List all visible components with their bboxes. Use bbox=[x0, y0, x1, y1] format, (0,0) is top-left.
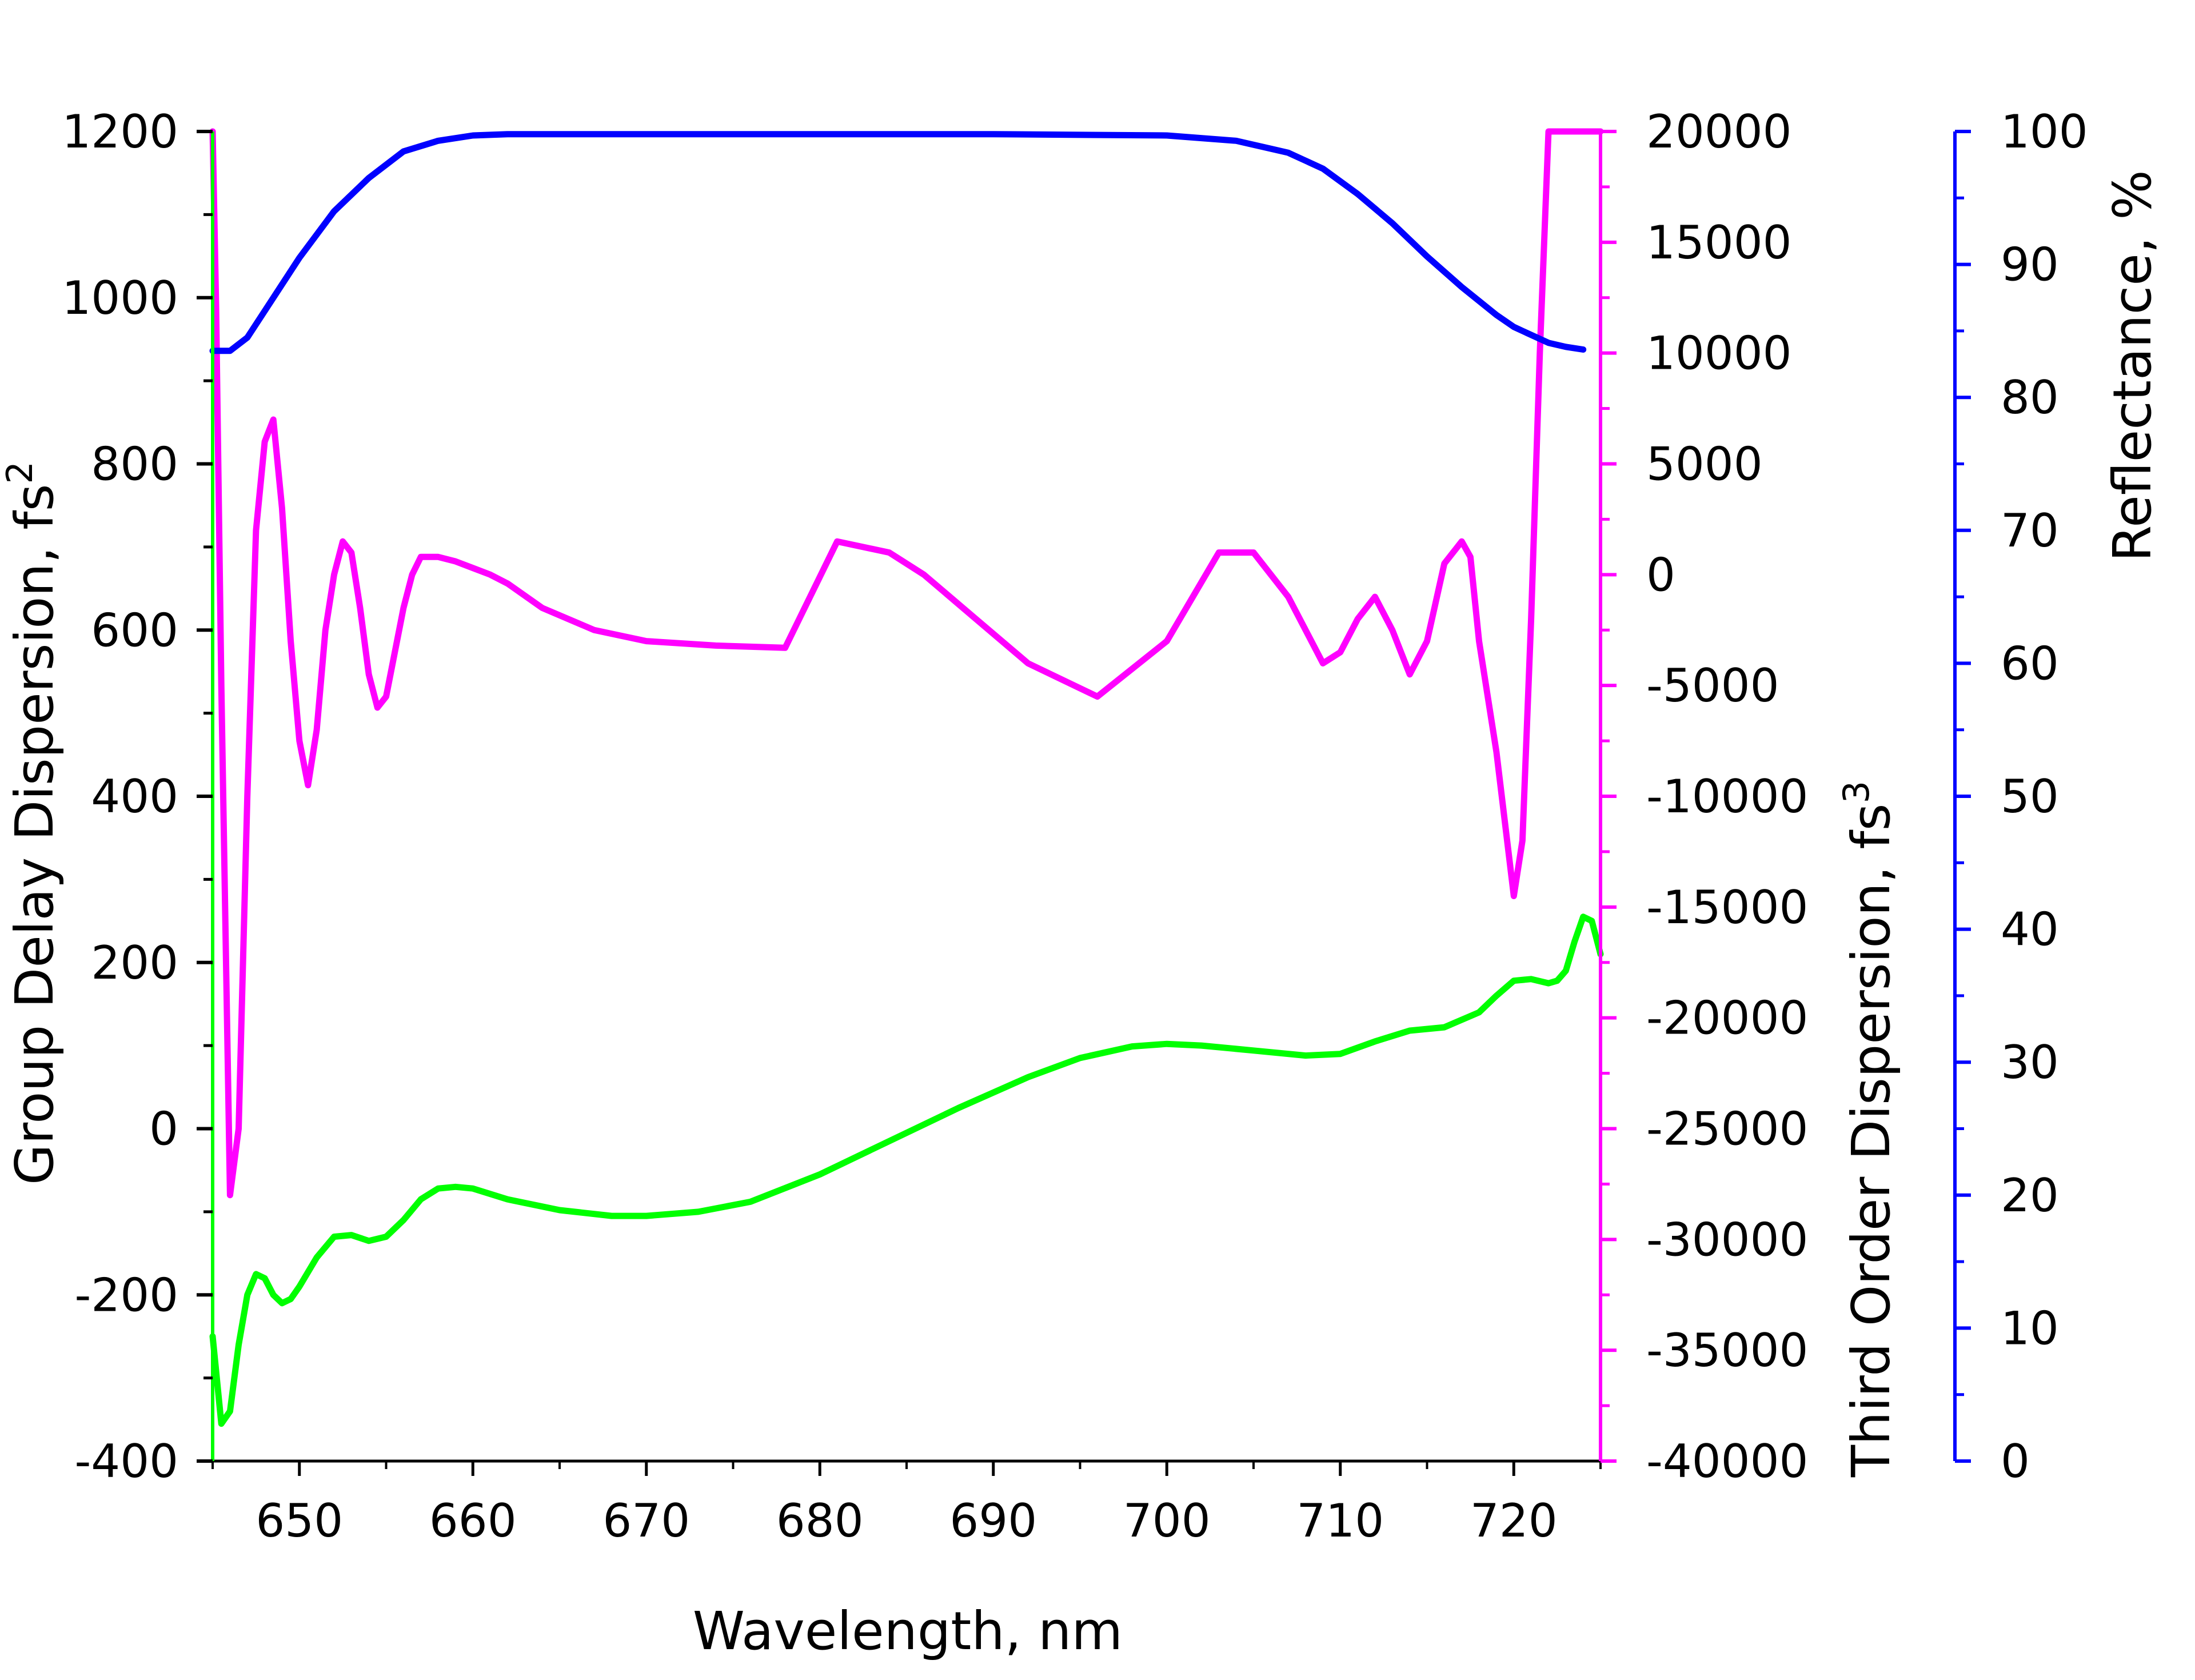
right-y-axis-title-main: Third Order Dispersion, fs bbox=[1841, 803, 1902, 1478]
gdd-tick-label--200: -200 bbox=[74, 1268, 178, 1322]
right-y-axis-title: Third Order Dispersion, fs3 bbox=[1835, 781, 1902, 1478]
refl-tick-label-40: 40 bbox=[2001, 903, 2059, 956]
tod-tick-label-0: 0 bbox=[1646, 548, 1675, 601]
gdd-tick-label-200: 200 bbox=[91, 936, 178, 989]
right-y-axis-title-sup: 3 bbox=[1835, 781, 1877, 803]
series-line-tod bbox=[209, 128, 1604, 1199]
tod-tick-label-20000: 20000 bbox=[1646, 105, 1792, 158]
tod-tick-label-10000: 10000 bbox=[1646, 327, 1792, 380]
refl-tick-label-30: 30 bbox=[2001, 1036, 2059, 1089]
series-line-gdd bbox=[209, 913, 1604, 1427]
series-line-refl bbox=[209, 131, 1587, 354]
x-tick-label-650: 650 bbox=[256, 1494, 343, 1547]
tod-tick-label--20000: -20000 bbox=[1646, 992, 1808, 1045]
refl-tick-label-0: 0 bbox=[2001, 1435, 2030, 1488]
x-tick-label-680: 680 bbox=[776, 1494, 864, 1547]
refl-tick-label-90: 90 bbox=[2001, 238, 2059, 292]
refl-tick-label-60: 60 bbox=[2001, 637, 2059, 690]
refl-tick-label-50: 50 bbox=[2001, 770, 2059, 823]
refl-tick-label-70: 70 bbox=[2001, 504, 2059, 557]
tod-tick-label--15000: -15000 bbox=[1646, 881, 1808, 934]
tod-tick-label--25000: -25000 bbox=[1646, 1103, 1808, 1156]
gdd-tick-label-1200: 1200 bbox=[62, 105, 178, 158]
tod-tick-label--35000: -35000 bbox=[1646, 1324, 1808, 1377]
refl-tick-label-20: 20 bbox=[2001, 1169, 2059, 1222]
gdd-tick-label-600: 600 bbox=[91, 604, 178, 657]
series-layer bbox=[209, 128, 1604, 1427]
x-tick-label-700: 700 bbox=[1123, 1494, 1211, 1547]
tod-tick-label--40000: -40000 bbox=[1646, 1435, 1808, 1488]
gdd-tick-label-400: 400 bbox=[91, 770, 178, 823]
gdd-tick-label-800: 800 bbox=[91, 438, 178, 491]
x-tick-label-670: 670 bbox=[602, 1494, 690, 1547]
tod-tick-label--30000: -30000 bbox=[1646, 1213, 1808, 1266]
gdd-tick-label-1000: 1000 bbox=[62, 272, 178, 325]
tod-tick-label-5000: 5000 bbox=[1646, 438, 1763, 491]
refl-tick-label-10: 10 bbox=[2001, 1302, 2059, 1355]
x-tick-label-710: 710 bbox=[1296, 1494, 1384, 1547]
left-y-axis-title-sup: 2 bbox=[0, 461, 41, 484]
tod-tick-label--10000: -10000 bbox=[1646, 770, 1808, 823]
x-axis-title: Wavelength, nm bbox=[693, 1601, 1123, 1662]
x-tick-label-690: 690 bbox=[949, 1494, 1037, 1547]
gdd-tick-label-0: 0 bbox=[149, 1103, 178, 1156]
left-y-axis-title-main: Group Delay Dispersion, fs bbox=[4, 484, 65, 1184]
gdd-tick-label--400: -400 bbox=[74, 1435, 178, 1488]
tod-tick-label-15000: 15000 bbox=[1646, 216, 1792, 269]
refl-tick-label-80: 80 bbox=[2001, 371, 2059, 424]
refl-tick-label-100: 100 bbox=[2001, 105, 2088, 158]
left-y-axis-title: Group Delay Dispersion, fs2 bbox=[0, 461, 65, 1185]
tod-tick-label--5000: -5000 bbox=[1646, 659, 1779, 712]
axes-layer: 650 660 670 680 690 700 710 720-400-20002004006… bbox=[62, 105, 2088, 1547]
x-tick-label-720: 720 bbox=[1470, 1494, 1558, 1547]
x-tick-label-660: 660 bbox=[429, 1494, 517, 1547]
reflectance-axis-title: Reflectance, % bbox=[2102, 170, 2163, 561]
